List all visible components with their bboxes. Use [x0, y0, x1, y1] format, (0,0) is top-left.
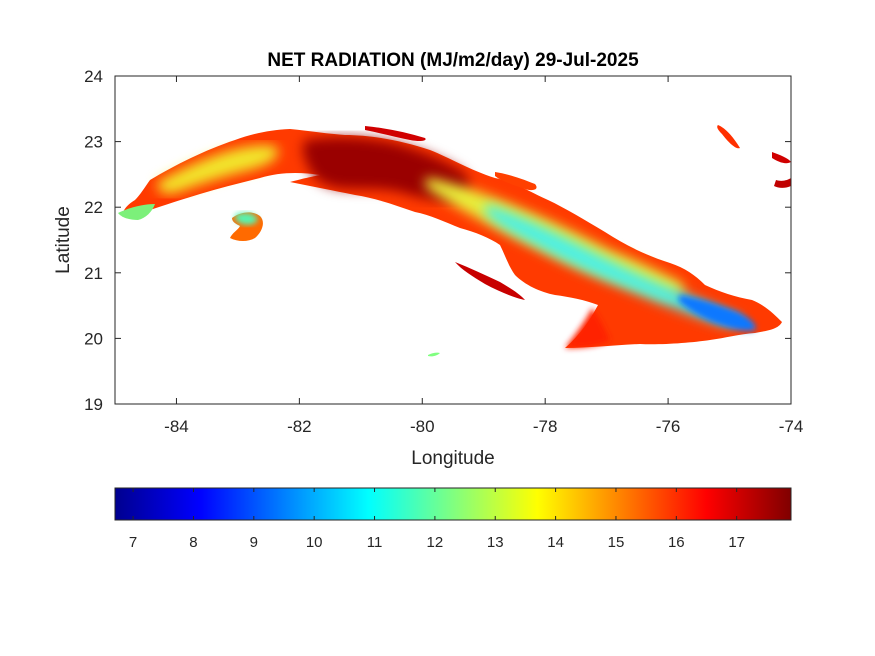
plot-area — [115, 76, 791, 404]
colorbar-tick-label: 16 — [668, 534, 685, 551]
y-tick-label: 19 — [84, 395, 103, 414]
eastern-blue-zone — [678, 295, 756, 331]
x-tick-label: -74 — [779, 417, 804, 436]
cuba-main-island — [123, 129, 783, 348]
colorbar-ticks: 7 8 9 10 11 12 13 14 15 16 17 — [129, 488, 745, 551]
plot-frame — [114, 75, 792, 405]
chart-title: NET RADIATION (MJ/m2/day) 29-Jul-2025 — [267, 50, 639, 71]
colorbar-tick-label: 9 — [250, 534, 258, 551]
guanahacabibes — [118, 204, 155, 220]
y-tick-label: 24 — [84, 67, 103, 86]
colorbar-tick-label: 13 — [487, 534, 504, 551]
x-tick-label: -80 — [410, 417, 435, 436]
x-tick-label: -82 — [287, 417, 312, 436]
colorbar-tick-label: 11 — [367, 534, 383, 551]
radiation-field — [118, 125, 791, 357]
south-islet — [428, 352, 440, 357]
y-tick-label: 23 — [84, 133, 103, 152]
x-tick-label: -78 — [533, 417, 558, 436]
y-tick-label: 22 — [84, 198, 103, 217]
colorbar-tick-label: 7 — [129, 534, 137, 551]
northern-cays — [365, 126, 426, 142]
y-axis-label: Latitude — [53, 206, 74, 274]
cays-east — [495, 172, 537, 191]
y-axis-ticks: 19 20 21 22 23 24 — [84, 67, 791, 414]
south-cays — [455, 262, 525, 300]
colorbar-tick-label: 12 — [427, 534, 444, 551]
y-tick-label: 21 — [84, 264, 103, 283]
isla-green-patch — [234, 212, 258, 225]
y-tick-label: 20 — [84, 329, 103, 348]
southern-coast — [565, 308, 610, 348]
east-island-1 — [717, 125, 740, 149]
colorbar-tick-label: 17 — [728, 534, 745, 551]
colorbar-tick-label: 10 — [306, 534, 323, 551]
east-island-2 — [772, 152, 791, 164]
colorbar-tick-label: 8 — [189, 534, 197, 551]
colorbar-tick-label: 14 — [547, 534, 564, 551]
western-cool-zone — [157, 145, 279, 194]
east-island-3 — [774, 178, 791, 188]
x-axis-ticks: -84 -82 -80 -78 -76 -74 — [164, 76, 803, 436]
x-axis-label: Longitude — [411, 448, 494, 469]
x-tick-label: -84 — [164, 417, 189, 436]
x-tick-label: -76 — [656, 417, 681, 436]
colorbar-tick-label: 15 — [608, 534, 625, 551]
cyan-diagonal-band — [484, 204, 742, 326]
colorbar — [114, 487, 792, 521]
